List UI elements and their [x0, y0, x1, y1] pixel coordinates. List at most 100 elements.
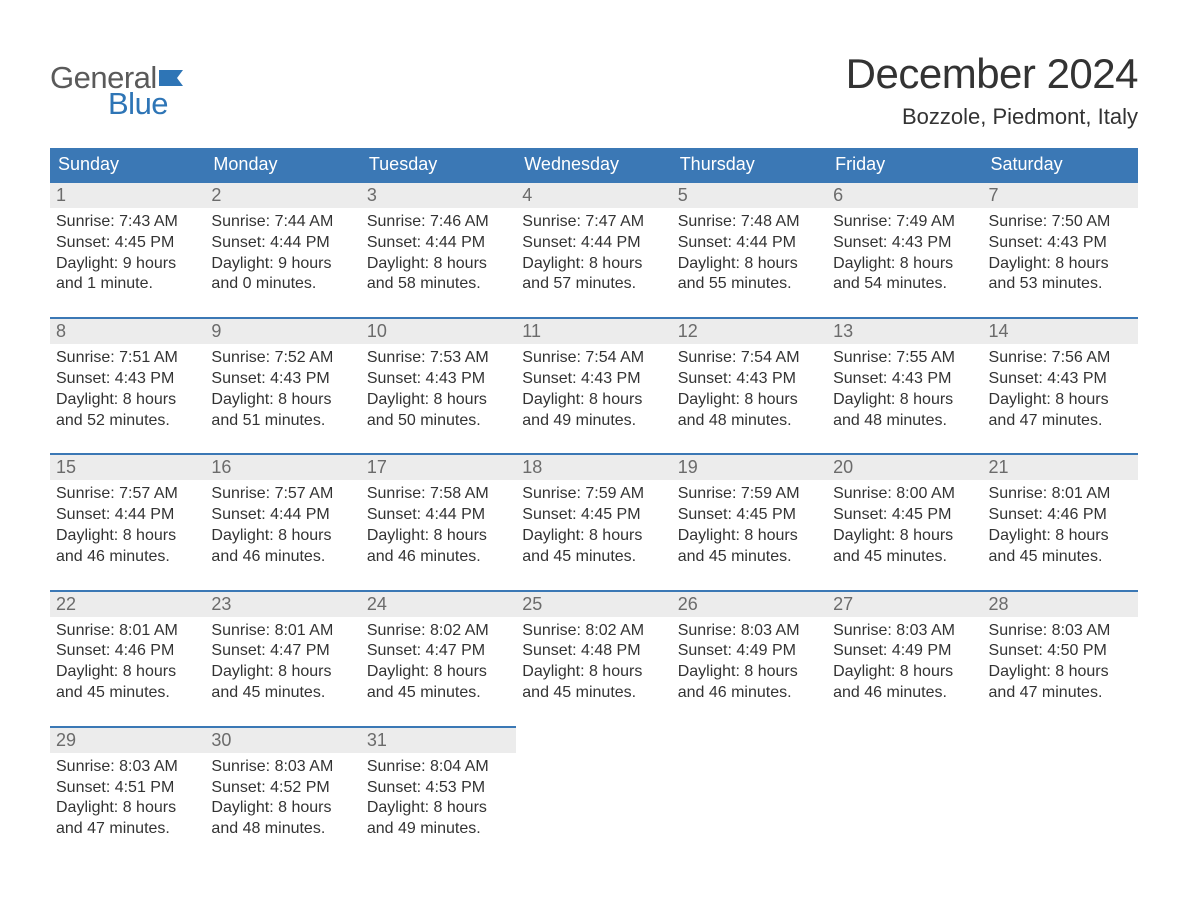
weekday-header: Saturday: [983, 148, 1138, 181]
day-cell: 12Sunrise: 7:54 AMSunset: 4:43 PMDayligh…: [672, 317, 827, 437]
daylight-line-2: and 49 minutes.: [522, 411, 665, 432]
sunrise-line: Sunrise: 7:46 AM: [367, 212, 510, 233]
weekday-header: Thursday: [672, 148, 827, 181]
sunset-line: Sunset: 4:45 PM: [833, 505, 976, 526]
day-body: Sunrise: 8:01 AMSunset: 4:46 PMDaylight:…: [50, 617, 205, 710]
day-number: 19: [672, 453, 827, 480]
sunset-line: Sunset: 4:44 PM: [678, 233, 821, 254]
day-body: Sunrise: 7:48 AMSunset: 4:44 PMDaylight:…: [672, 208, 827, 301]
daylight-line-2: and 58 minutes.: [367, 274, 510, 295]
day-number: 6: [827, 181, 982, 208]
day-number: 7: [983, 181, 1138, 208]
calendar-grid: SundayMondayTuesdayWednesdayThursdayFrid…: [50, 148, 1138, 846]
sunrise-line: Sunrise: 7:51 AM: [56, 348, 199, 369]
sunset-line: Sunset: 4:43 PM: [989, 233, 1132, 254]
day-number: 13: [827, 317, 982, 344]
day-cell: 21Sunrise: 8:01 AMSunset: 4:46 PMDayligh…: [983, 453, 1138, 573]
day-cell: 18Sunrise: 7:59 AMSunset: 4:45 PMDayligh…: [516, 453, 671, 573]
daylight-line-1: Daylight: 8 hours: [367, 662, 510, 683]
daylight-line-2: and 46 minutes.: [367, 547, 510, 568]
sunrise-line: Sunrise: 7:57 AM: [211, 484, 354, 505]
day-cell: 4Sunrise: 7:47 AMSunset: 4:44 PMDaylight…: [516, 181, 671, 301]
day-number: 22: [50, 590, 205, 617]
day-body: Sunrise: 7:59 AMSunset: 4:45 PMDaylight:…: [516, 480, 671, 573]
day-number: 1: [50, 181, 205, 208]
weekday-header: Friday: [827, 148, 982, 181]
day-body: Sunrise: 8:01 AMSunset: 4:46 PMDaylight:…: [983, 480, 1138, 573]
sunrise-line: Sunrise: 7:52 AM: [211, 348, 354, 369]
day-cell: 7Sunrise: 7:50 AMSunset: 4:43 PMDaylight…: [983, 181, 1138, 301]
day-cell: 8Sunrise: 7:51 AMSunset: 4:43 PMDaylight…: [50, 317, 205, 437]
daylight-line-2: and 45 minutes.: [522, 547, 665, 568]
day-cell: 10Sunrise: 7:53 AMSunset: 4:43 PMDayligh…: [361, 317, 516, 437]
sunrise-line: Sunrise: 8:03 AM: [211, 757, 354, 778]
day-cell: 9Sunrise: 7:52 AMSunset: 4:43 PMDaylight…: [205, 317, 360, 437]
day-cell: 29Sunrise: 8:03 AMSunset: 4:51 PMDayligh…: [50, 726, 205, 846]
daylight-line-1: Daylight: 8 hours: [833, 390, 976, 411]
day-cell: 17Sunrise: 7:58 AMSunset: 4:44 PMDayligh…: [361, 453, 516, 573]
weeks-container: 1Sunrise: 7:43 AMSunset: 4:45 PMDaylight…: [50, 181, 1138, 846]
sunset-line: Sunset: 4:45 PM: [678, 505, 821, 526]
month-title: December 2024: [846, 50, 1138, 98]
daylight-line-1: Daylight: 8 hours: [522, 390, 665, 411]
day-cell: 3Sunrise: 7:46 AMSunset: 4:44 PMDaylight…: [361, 181, 516, 301]
sunrise-line: Sunrise: 7:44 AM: [211, 212, 354, 233]
sunset-line: Sunset: 4:44 PM: [211, 505, 354, 526]
sunset-line: Sunset: 4:47 PM: [211, 641, 354, 662]
weekday-header: Monday: [205, 148, 360, 181]
daylight-line-2: and 0 minutes.: [211, 274, 354, 295]
day-body: Sunrise: 7:50 AMSunset: 4:43 PMDaylight:…: [983, 208, 1138, 301]
daylight-line-2: and 45 minutes.: [211, 683, 354, 704]
day-number: 23: [205, 590, 360, 617]
sunset-line: Sunset: 4:45 PM: [56, 233, 199, 254]
day-number: 5: [672, 181, 827, 208]
daylight-line-1: Daylight: 8 hours: [678, 254, 821, 275]
daylight-line-1: Daylight: 8 hours: [367, 390, 510, 411]
daylight-line-1: Daylight: 8 hours: [367, 526, 510, 547]
daylight-line-1: Daylight: 9 hours: [56, 254, 199, 275]
daylight-line-1: Daylight: 8 hours: [211, 662, 354, 683]
sunrise-line: Sunrise: 8:00 AM: [833, 484, 976, 505]
daylight-line-1: Daylight: 8 hours: [833, 662, 976, 683]
day-body: Sunrise: 7:52 AMSunset: 4:43 PMDaylight:…: [205, 344, 360, 437]
sunset-line: Sunset: 4:43 PM: [678, 369, 821, 390]
daylight-line-2: and 47 minutes.: [989, 411, 1132, 432]
day-body: Sunrise: 7:56 AMSunset: 4:43 PMDaylight:…: [983, 344, 1138, 437]
sunrise-line: Sunrise: 8:03 AM: [833, 621, 976, 642]
day-body: Sunrise: 7:44 AMSunset: 4:44 PMDaylight:…: [205, 208, 360, 301]
day-body: Sunrise: 7:43 AMSunset: 4:45 PMDaylight:…: [50, 208, 205, 301]
sunset-line: Sunset: 4:43 PM: [367, 369, 510, 390]
day-body: Sunrise: 8:03 AMSunset: 4:52 PMDaylight:…: [205, 753, 360, 846]
day-body: Sunrise: 8:01 AMSunset: 4:47 PMDaylight:…: [205, 617, 360, 710]
weekday-header: Sunday: [50, 148, 205, 181]
sunrise-line: Sunrise: 7:59 AM: [678, 484, 821, 505]
daylight-line-2: and 55 minutes.: [678, 274, 821, 295]
day-cell: 16Sunrise: 7:57 AMSunset: 4:44 PMDayligh…: [205, 453, 360, 573]
brand-logo: General Blue: [50, 60, 185, 122]
day-body: Sunrise: 7:57 AMSunset: 4:44 PMDaylight:…: [205, 480, 360, 573]
day-cell: 19Sunrise: 7:59 AMSunset: 4:45 PMDayligh…: [672, 453, 827, 573]
day-body: Sunrise: 8:03 AMSunset: 4:50 PMDaylight:…: [983, 617, 1138, 710]
daylight-line-1: Daylight: 8 hours: [211, 526, 354, 547]
day-body: Sunrise: 7:47 AMSunset: 4:44 PMDaylight:…: [516, 208, 671, 301]
daylight-line-2: and 57 minutes.: [522, 274, 665, 295]
sunrise-line: Sunrise: 7:56 AM: [989, 348, 1132, 369]
sunset-line: Sunset: 4:47 PM: [367, 641, 510, 662]
day-cell: 22Sunrise: 8:01 AMSunset: 4:46 PMDayligh…: [50, 590, 205, 710]
sunset-line: Sunset: 4:52 PM: [211, 778, 354, 799]
day-body: Sunrise: 7:59 AMSunset: 4:45 PMDaylight:…: [672, 480, 827, 573]
daylight-line-2: and 45 minutes.: [522, 683, 665, 704]
sunrise-line: Sunrise: 7:57 AM: [56, 484, 199, 505]
daylight-line-1: Daylight: 8 hours: [56, 662, 199, 683]
daylight-line-2: and 45 minutes.: [678, 547, 821, 568]
sunset-line: Sunset: 4:49 PM: [678, 641, 821, 662]
sunrise-line: Sunrise: 7:53 AM: [367, 348, 510, 369]
day-number: 25: [516, 590, 671, 617]
title-block: December 2024 Bozzole, Piedmont, Italy: [846, 40, 1138, 130]
sunrise-line: Sunrise: 8:02 AM: [367, 621, 510, 642]
day-cell: 1Sunrise: 7:43 AMSunset: 4:45 PMDaylight…: [50, 181, 205, 301]
sunset-line: Sunset: 4:49 PM: [833, 641, 976, 662]
sunset-line: Sunset: 4:43 PM: [522, 369, 665, 390]
day-cell: 27Sunrise: 8:03 AMSunset: 4:49 PMDayligh…: [827, 590, 982, 710]
day-body: Sunrise: 7:46 AMSunset: 4:44 PMDaylight:…: [361, 208, 516, 301]
